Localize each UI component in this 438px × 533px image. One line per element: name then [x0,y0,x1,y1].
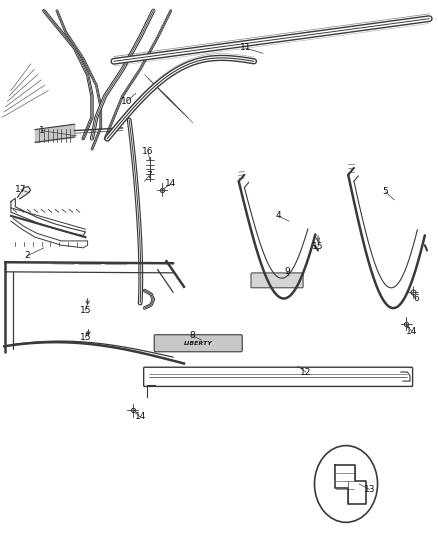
Text: 4: 4 [276,212,281,220]
Polygon shape [18,187,31,199]
Text: 16: 16 [142,147,154,156]
Text: 15: 15 [312,242,324,251]
Text: 10: 10 [121,97,133,106]
Text: 11: 11 [240,44,251,52]
Text: 1: 1 [39,126,45,135]
Text: LIBERTY: LIBERTY [184,341,212,346]
Text: 2: 2 [25,252,30,260]
Text: 13: 13 [364,485,375,494]
Text: 14: 14 [134,413,146,421]
Text: 7: 7 [146,172,152,180]
FancyBboxPatch shape [251,273,303,288]
Text: 15: 15 [80,306,91,314]
Text: 17: 17 [15,185,27,194]
Text: 8: 8 [190,332,196,340]
Text: 15: 15 [80,333,91,342]
Text: 14: 14 [406,327,417,336]
Text: 5: 5 [382,188,389,196]
Text: 12: 12 [300,368,311,376]
Text: 9: 9 [284,268,290,276]
FancyBboxPatch shape [154,335,242,352]
Text: 6: 6 [413,294,419,303]
Text: 14: 14 [165,180,177,188]
